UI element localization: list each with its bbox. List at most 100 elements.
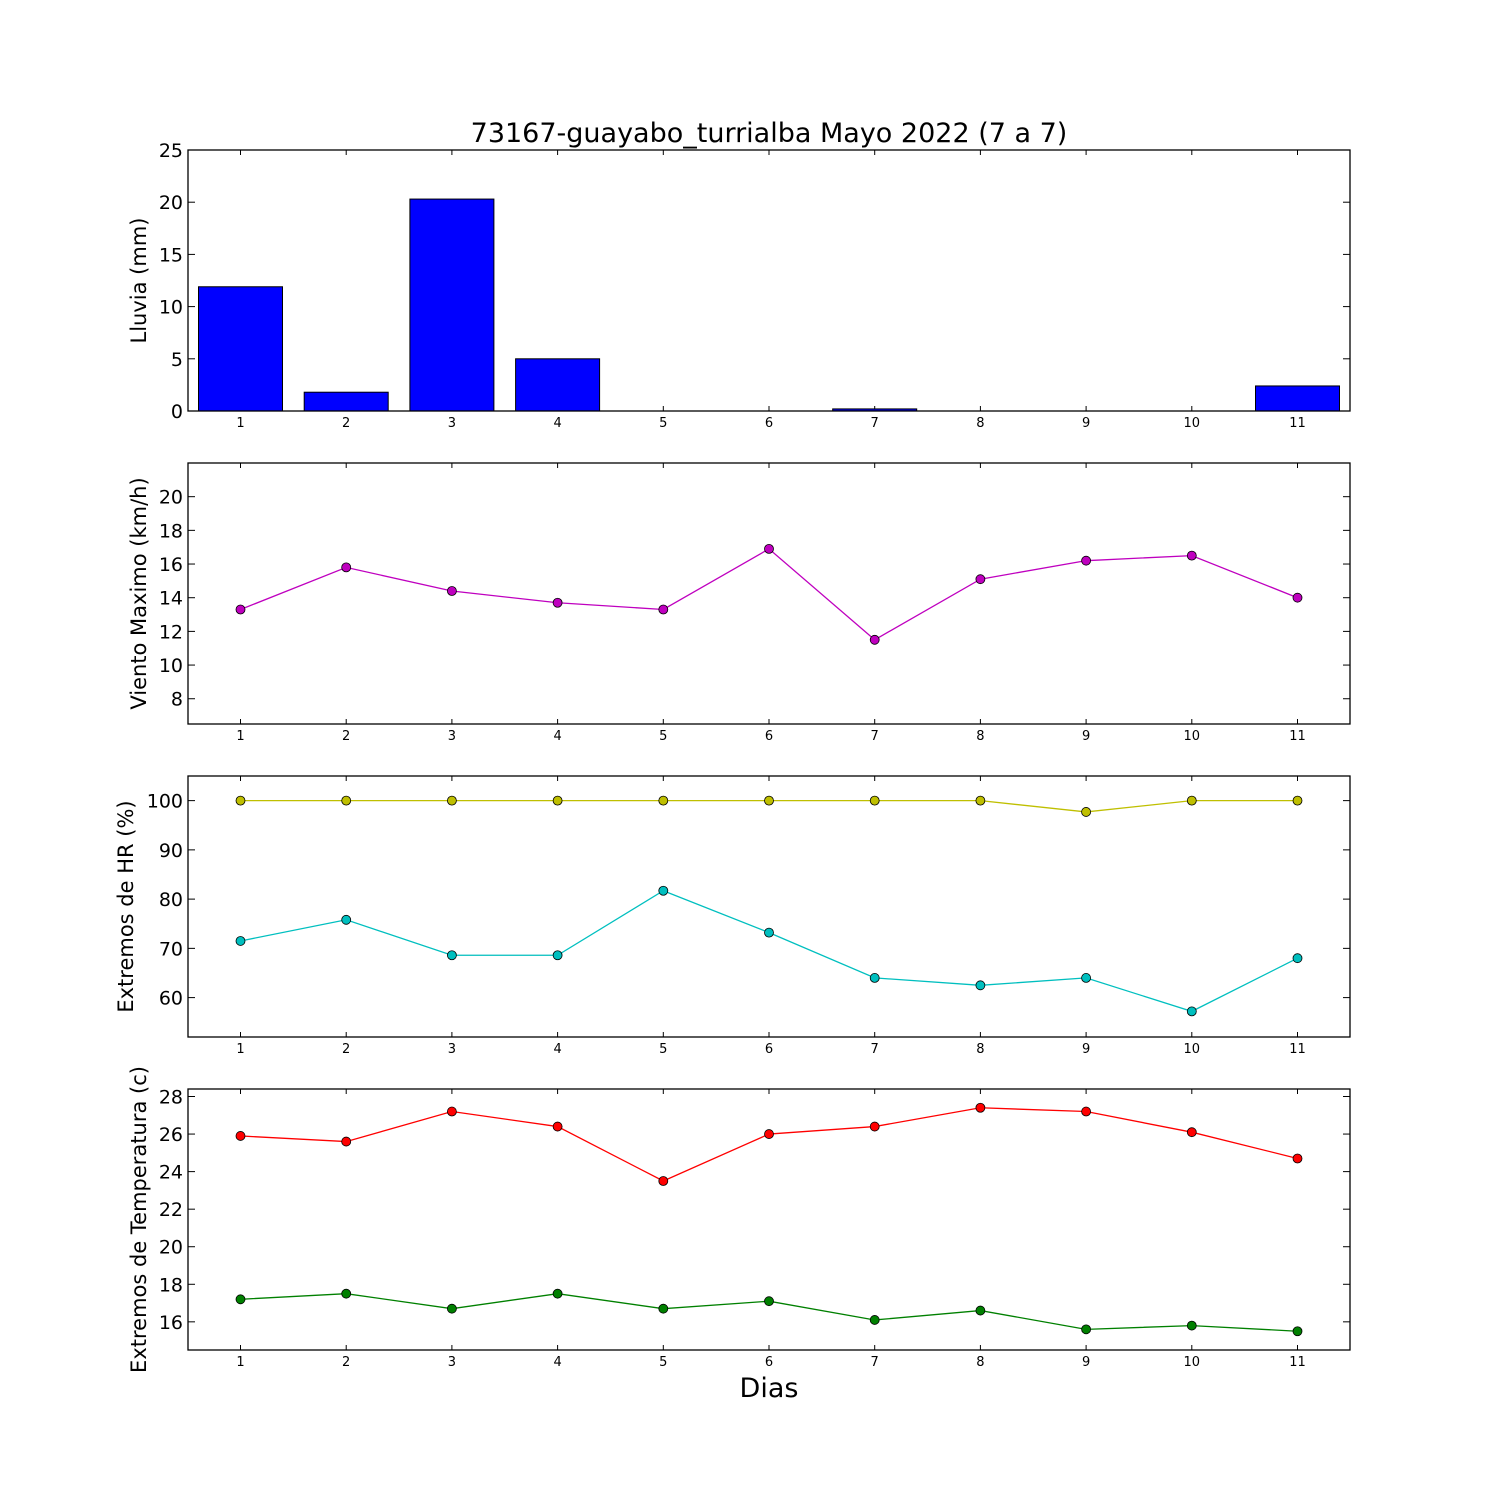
x-tick-label: 3 <box>448 416 456 431</box>
data-point <box>235 1294 246 1305</box>
data-point <box>1186 795 1197 806</box>
x-tick-label: 4 <box>553 1355 561 1370</box>
data-point <box>1292 1326 1303 1337</box>
x-tick-label: 4 <box>553 729 561 744</box>
y-tick-label: 0 <box>171 401 183 423</box>
data-point <box>869 973 880 983</box>
chart-title: 73167-guayabo_turrialba Mayo 2022 (7 a 7… <box>471 118 1068 149</box>
bar <box>303 391 389 412</box>
data-point <box>975 1305 986 1316</box>
x-tick-label: 8 <box>976 729 984 744</box>
y-tick-label: 18 <box>159 520 183 542</box>
data-point <box>658 795 669 806</box>
data-point <box>446 1303 457 1314</box>
x-tick-label: 10 <box>1184 1042 1201 1057</box>
series-line <box>240 548 1298 641</box>
series-line <box>240 890 1298 1013</box>
x-tick-label: 8 <box>976 1042 984 1057</box>
x-tick-label: 4 <box>553 1042 561 1057</box>
data-point <box>764 1129 774 1139</box>
bar <box>515 358 601 412</box>
y-tick-label: 70 <box>159 938 183 960</box>
y-tick-label: 28 <box>159 1087 183 1109</box>
y-tick-label: 8 <box>171 689 183 711</box>
panel-3: Extremos de HR (%) 60 70 80 90 100 1 2 3 4 5 6 7 8 9 10… <box>114 775 1351 1057</box>
y-axis-label: Extremos de HR (%) <box>114 800 138 1012</box>
data-point <box>658 604 669 615</box>
data-point <box>975 980 986 991</box>
x-tick-label: 10 <box>1184 416 1201 431</box>
data-point <box>1292 1153 1303 1164</box>
x-tick-label: 7 <box>871 416 879 431</box>
panel-4: Extremos de Temperatura (c)Dias161820222… <box>127 1066 1351 1404</box>
data-point <box>235 1131 246 1141</box>
data-point <box>446 795 457 806</box>
data-point <box>1081 1324 1091 1335</box>
y-tick-label: 60 <box>159 988 183 1010</box>
y-tick-label: 16 <box>159 1312 183 1334</box>
data-point <box>235 795 246 806</box>
x-tick-label: 8 <box>976 416 984 431</box>
x-tick-label: 4 <box>553 416 561 431</box>
x-tick-label: 1 <box>236 1355 244 1370</box>
x-tick-label: 5 <box>659 729 667 744</box>
x-tick-label: 2 <box>342 1042 350 1057</box>
x-tick-label: 2 <box>342 416 350 431</box>
y-tick-label: 22 <box>159 1199 183 1221</box>
x-tick-label: 1 <box>236 416 244 431</box>
x-tick-label: 9 <box>1082 1355 1090 1370</box>
y-tick-label: 20 <box>159 1237 183 1259</box>
data-point <box>341 914 352 925</box>
data-point <box>1081 973 1091 983</box>
x-tick-label: 10 <box>1184 729 1201 744</box>
x-tick-label: 9 <box>1082 1042 1090 1057</box>
data-point <box>552 1121 563 1132</box>
data-point <box>658 1303 669 1314</box>
x-tick-label: 11 <box>1289 416 1306 431</box>
plot-area <box>187 149 1351 412</box>
bar <box>409 198 495 412</box>
x-tick-label: 6 <box>765 1355 773 1370</box>
plot-area <box>187 462 1351 725</box>
data-point <box>1081 555 1091 566</box>
x-tick-label: 2 <box>342 729 350 744</box>
y-tick-label: 15 <box>159 244 183 266</box>
x-tick-label: 3 <box>448 1355 456 1370</box>
x-tick-label: 11 <box>1289 729 1306 744</box>
y-tick-label: 18 <box>159 1274 183 1296</box>
y-tick-label: 5 <box>171 349 183 371</box>
data-point <box>446 1106 457 1117</box>
x-tick-label: 5 <box>659 416 667 431</box>
data-point <box>1186 1006 1197 1017</box>
x-tick-label: 9 <box>1082 416 1090 431</box>
data-point <box>341 1136 352 1147</box>
x-tick-label: 7 <box>871 1355 879 1370</box>
data-point <box>869 634 880 645</box>
data-point <box>658 885 669 896</box>
data-point <box>764 543 774 554</box>
data-point <box>552 950 563 961</box>
x-tick-label: 3 <box>448 1042 456 1057</box>
data-point <box>764 1296 774 1307</box>
data-point <box>869 1121 880 1132</box>
x-tick-label: 6 <box>765 729 773 744</box>
data-point <box>552 597 563 608</box>
x-tick-label: 5 <box>659 1355 667 1370</box>
data-point <box>1292 953 1303 964</box>
x-tick-label: 6 <box>765 416 773 431</box>
y-axis-label: Lluvia (mm) <box>127 218 151 344</box>
data-point <box>975 574 986 585</box>
x-tick-label: 11 <box>1289 1355 1306 1370</box>
data-point <box>341 562 352 573</box>
y-tick-label: 90 <box>159 840 183 862</box>
data-point <box>1186 1127 1197 1138</box>
x-tick-label: 1 <box>236 729 244 744</box>
y-tick-label: 25 <box>159 140 183 162</box>
data-point <box>552 1288 563 1299</box>
data-point <box>341 1288 352 1299</box>
y-tick-label: 100 <box>147 791 183 813</box>
y-tick-label: 20 <box>159 487 183 509</box>
y-tick-label: 16 <box>159 554 183 576</box>
